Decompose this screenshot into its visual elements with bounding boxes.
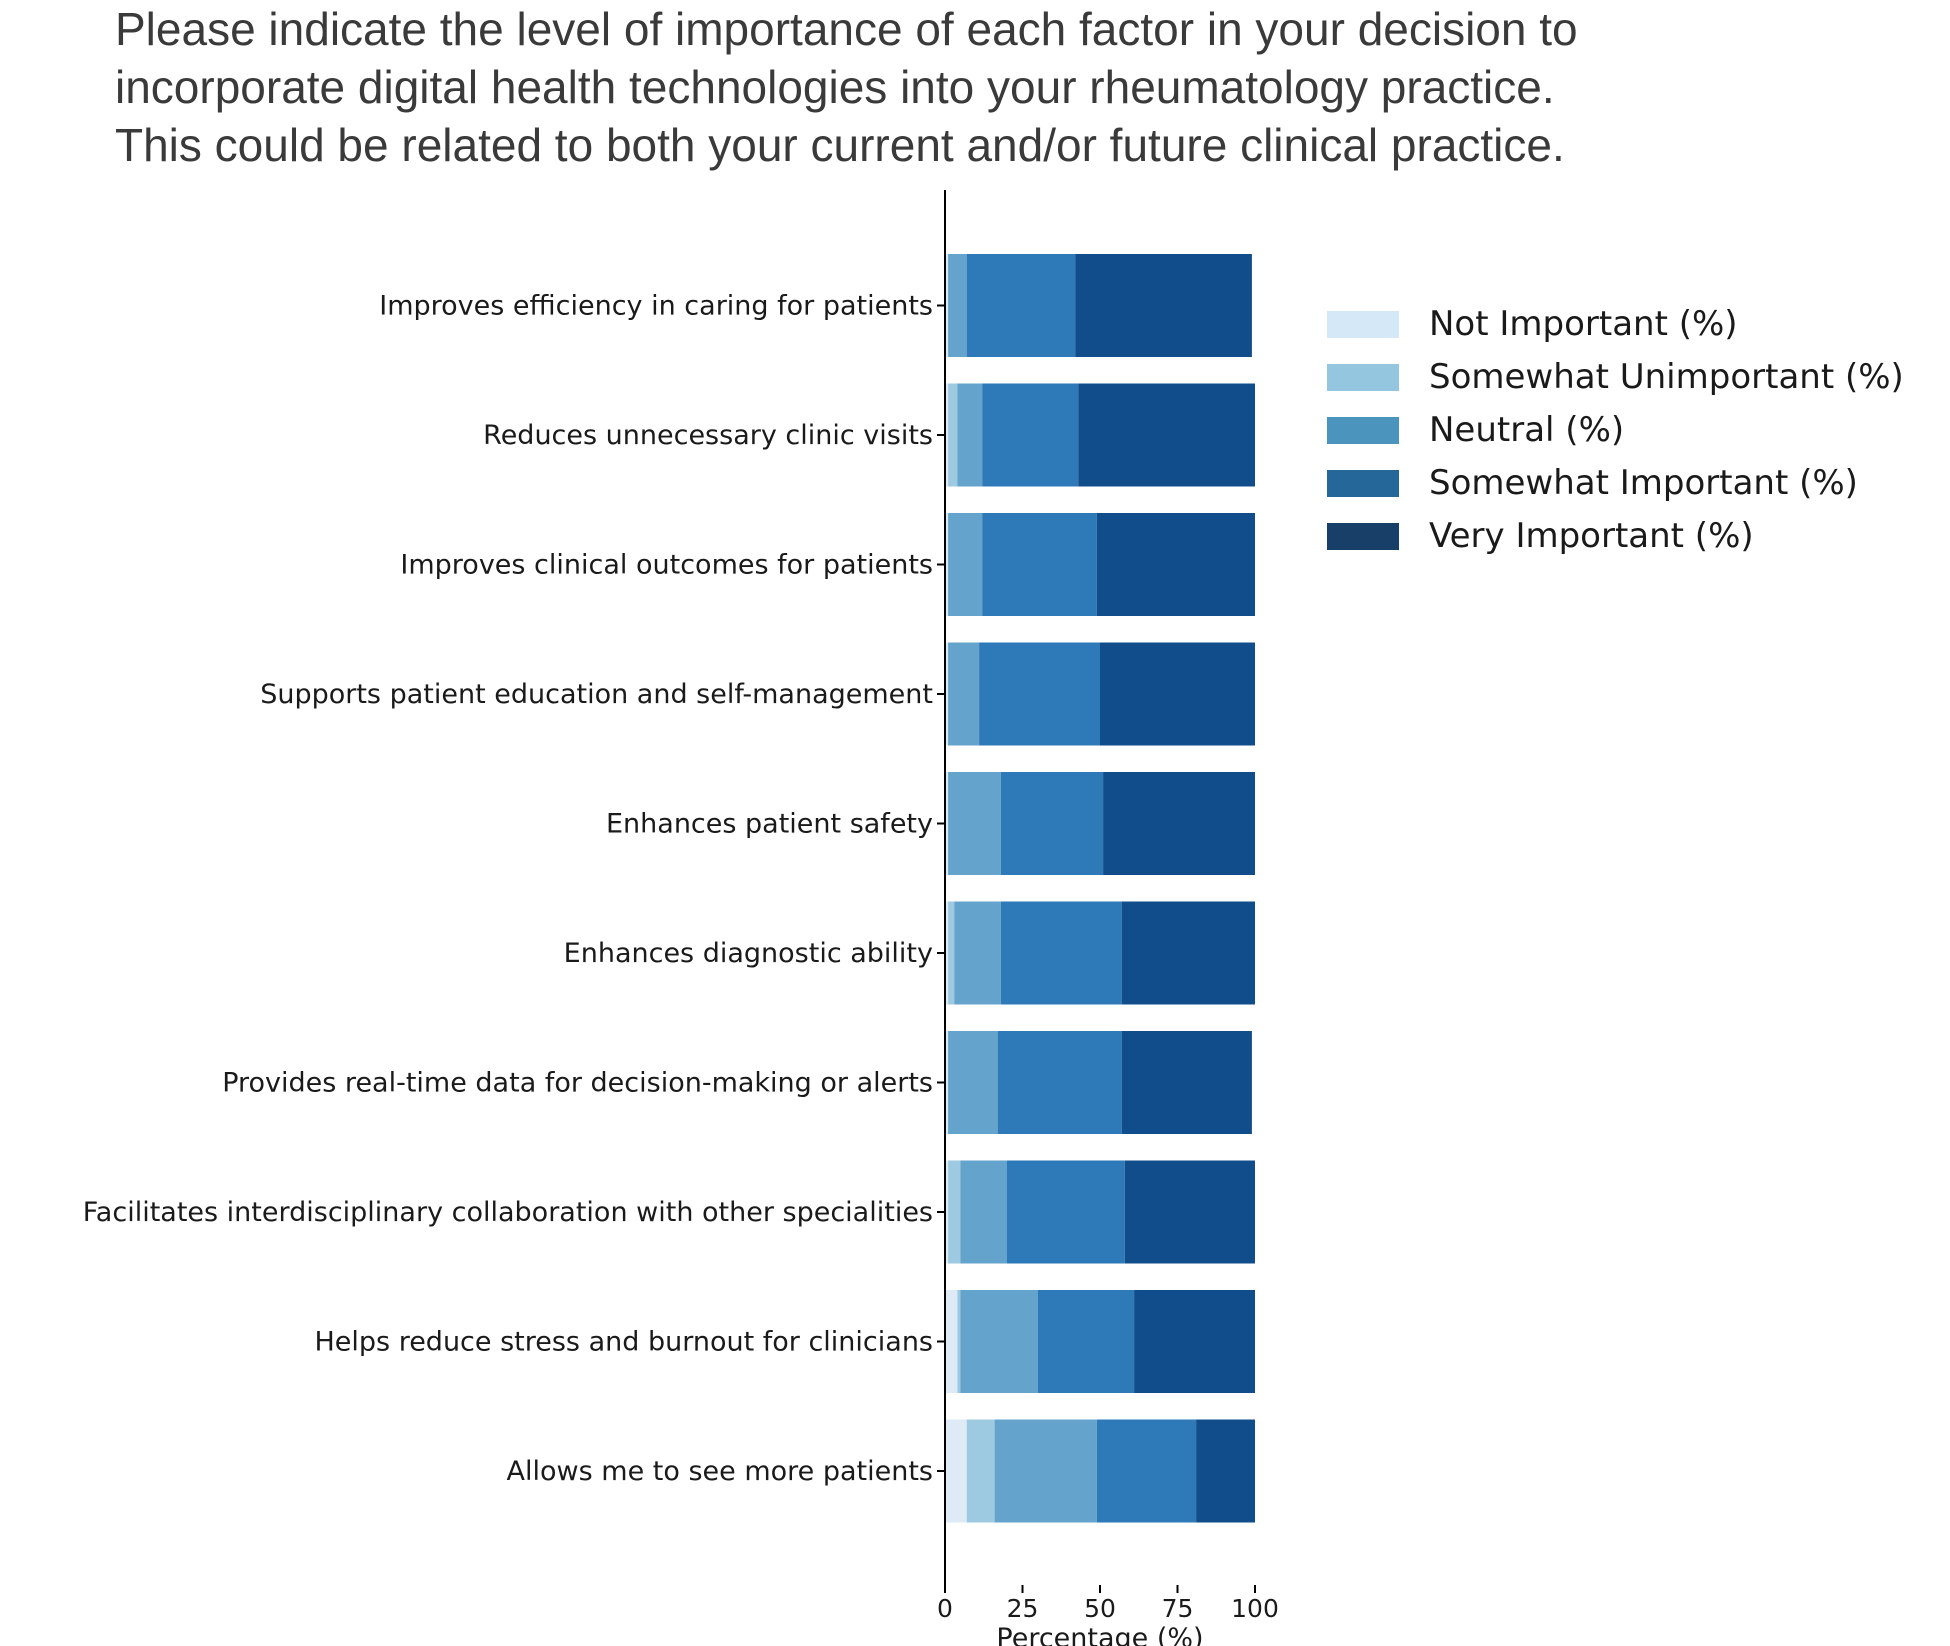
legend-swatch (1327, 470, 1399, 497)
bar-segment (960, 1290, 1038, 1393)
bar-segment (957, 1290, 961, 1393)
bar-segment (1121, 901, 1255, 1005)
bar-segment (960, 1160, 1007, 1264)
question-line-1: Please indicate the level of importance … (115, 3, 1578, 55)
legend-label: Somewhat Unimportant (%) (1429, 357, 1904, 397)
bar-segment (945, 254, 949, 357)
bar-segment (1103, 772, 1255, 875)
question-line-2: incorporate digital health technologies … (115, 61, 1555, 113)
bar-segment (982, 383, 1079, 487)
bars-group (945, 254, 1255, 1523)
axes-group (937, 190, 1256, 1593)
category-label: Allows me to see more patients (507, 1456, 933, 1487)
y-tick-labels: Improves efficiency in caring for patien… (83, 291, 933, 1488)
bar-segment (1000, 901, 1122, 1005)
bar-segment (994, 1419, 1097, 1523)
category-label: Reduces unnecessary clinic visits (483, 420, 933, 451)
x-tick-label: 75 (1162, 1594, 1194, 1623)
legend-swatch (1327, 523, 1399, 550)
bar-segment (948, 1160, 961, 1264)
bar-segment (945, 1290, 958, 1393)
bar-segment (948, 1031, 998, 1134)
bar-segment (945, 642, 949, 746)
x-tick-label: 100 (1231, 1594, 1279, 1623)
bar-segment (1096, 1419, 1197, 1523)
legend: Not Important (%) Somewhat Unimportant (%… (1327, 304, 1904, 556)
bar-segment (945, 383, 949, 487)
bar-segment (1038, 1290, 1135, 1393)
legend-swatch (1327, 364, 1399, 391)
legend-label: Somewhat Important (%) (1429, 463, 1858, 503)
legend-swatch (1327, 311, 1399, 338)
x-tick-label: 0 (937, 1594, 953, 1623)
category-label: Enhances patient safety (606, 809, 933, 840)
legend-label: Not Important (%) (1429, 304, 1738, 344)
bar-segment (954, 901, 1001, 1005)
bar-segment (1078, 383, 1255, 487)
bar-segment (979, 642, 1100, 746)
bar-segment (997, 1031, 1122, 1134)
category-label: Supports patient education and self-mana… (260, 679, 933, 710)
bar-segment (945, 1160, 949, 1264)
bar-segment (1121, 1031, 1252, 1134)
x-tick-label: 25 (1007, 1594, 1039, 1623)
bar-segment (1134, 1290, 1255, 1393)
bar-segment (948, 513, 983, 616)
x-tick-labels: 0 25 50 75 100 (937, 1594, 1279, 1623)
bar-segment (945, 1031, 949, 1134)
bar-segment (966, 254, 1076, 357)
bar-segment (945, 901, 949, 1005)
bar-segment (1075, 254, 1252, 357)
bar-segment (948, 383, 958, 487)
category-label: Facilitates interdisciplinary collaborat… (83, 1197, 933, 1228)
bar-segment (1007, 1160, 1125, 1264)
bar-segment (1096, 513, 1255, 616)
bar-segment (1000, 772, 1104, 875)
bar-segment (948, 772, 1001, 875)
bar-segment (948, 254, 967, 357)
bar-segment (945, 1419, 967, 1523)
x-tick-label: 50 (1084, 1594, 1116, 1623)
category-label: Improves clinical outcomes for patients (400, 550, 933, 581)
bar-segment (966, 1419, 995, 1523)
bar-segment (948, 901, 955, 1005)
category-label: Enhances diagnostic ability (564, 938, 933, 969)
bar-segment (957, 383, 983, 487)
legend-label: Neutral (%) (1429, 410, 1624, 450)
bar-segment (948, 642, 980, 746)
legend-label: Very Important (%) (1429, 516, 1754, 556)
category-label: Improves efficiency in caring for patien… (379, 291, 933, 322)
bar-segment (1124, 1160, 1255, 1264)
bar-segment (945, 513, 949, 616)
question-line-3: This could be related to both your curre… (115, 119, 1565, 171)
bar-segment (945, 772, 949, 875)
category-label: Helps reduce stress and burnout for clin… (314, 1327, 933, 1358)
bar-segment (982, 513, 1097, 616)
survey-question: Please indicate the level of importance … (115, 0, 1875, 174)
legend-swatch (1327, 417, 1399, 444)
x-axis-label: Percentage (%) (996, 1623, 1203, 1646)
bar-segment (1100, 642, 1255, 746)
bar-segment (1196, 1419, 1255, 1523)
category-label: Provides real-time data for decision-mak… (222, 1068, 933, 1099)
